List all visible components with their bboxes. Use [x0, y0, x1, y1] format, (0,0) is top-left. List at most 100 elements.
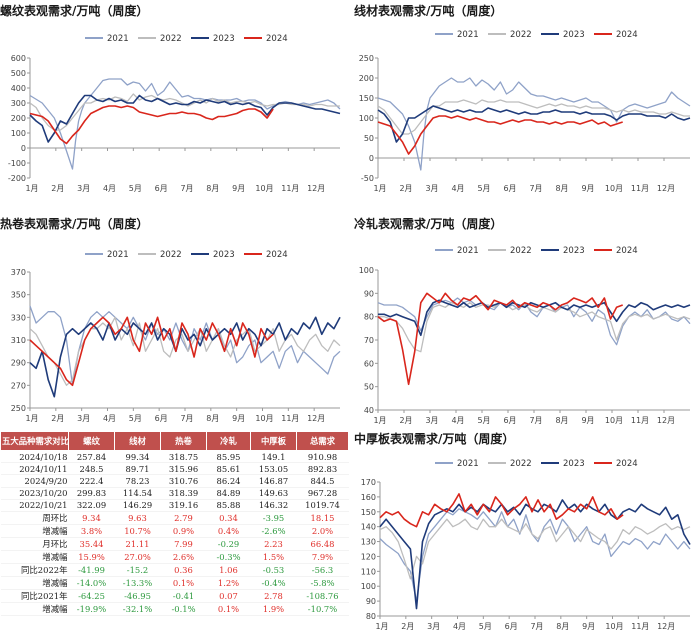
y-tick-label: 290 — [11, 359, 26, 368]
legend-label-2023: 2023 — [563, 459, 585, 469]
y-tick-label: 100 — [361, 582, 376, 591]
row-label: 同比2021年 — [0, 589, 69, 603]
table-cell: 1019.74 — [296, 499, 349, 512]
table-cell: 7.9% — [296, 550, 349, 564]
x-tick-label: 12月 — [307, 184, 325, 193]
series-line-2024 — [377, 292, 623, 386]
table-cell: 0.1% — [160, 576, 207, 590]
table-cell: -14.0% — [68, 576, 115, 590]
x-tick-label: 1月 — [25, 184, 38, 193]
x-tick-label: 7月 — [180, 414, 193, 423]
x-tick-label: 4月 — [451, 416, 464, 425]
table-cell: 149.63 — [250, 487, 297, 500]
table-header-cell: 冷轧 — [206, 431, 251, 451]
x-tick-label: 8月 — [555, 184, 568, 193]
y-tick-label: -100 — [8, 159, 26, 168]
table-cell: 2.0% — [296, 524, 349, 538]
row-label: 周环比 — [0, 511, 69, 525]
table-cell: 18.15 — [296, 511, 349, 525]
x-tick-label: 1月 — [25, 414, 38, 423]
y-tick-label: 500 — [11, 69, 26, 78]
y-tick-label: -200 — [8, 174, 26, 183]
x-tick-label: 6月 — [155, 184, 168, 193]
table-cell: 85.88 — [206, 499, 251, 512]
y-tick-label: -50 — [361, 174, 374, 183]
y-tick-label: 250 — [11, 404, 26, 413]
y-tick-label: 150 — [361, 508, 376, 517]
table-header-row: 五大品种需求对比 螺纹 线材 热卷 冷轧 中厚板 总需求 — [0, 431, 349, 451]
series-line-2024 — [379, 493, 624, 528]
x-tick-label: 2月 — [399, 184, 412, 193]
x-tick-label: 2月 — [399, 416, 412, 425]
table-cell: 9.34 — [68, 511, 115, 525]
cold-roll-chart: 40 50 60 70 80 90 100 1月 2月 3月 4月 5月 6月 7月 8月 9月 10月 11月 1… — [359, 246, 691, 425]
x-tick-label: 3月 — [425, 184, 438, 193]
demand-comparison-table: 五大品种需求对比 螺纹 线材 热卷 冷轧 中厚板 总需求 2024/10/18 257.84 9… — [0, 431, 349, 616]
table-cell: 21.11 — [114, 537, 161, 551]
x-tick-label: 7月 — [529, 184, 542, 193]
x-tick-label: 11月 — [631, 184, 649, 193]
x-tick-label: 4月 — [451, 184, 464, 193]
y-tick-label: 200 — [359, 74, 374, 83]
y-tick-label: 170 — [361, 478, 376, 487]
x-tick-label: 9月 — [232, 184, 245, 193]
legend-label-2021: 2021 — [107, 34, 129, 44]
plate-chart: 80 90 100 110 120 130 140 150 160 170 1月 2月 3月 4月 5月 6月… — [361, 459, 691, 631]
table-cell: 2.6% — [160, 550, 207, 564]
table-cell: 89.71 — [114, 462, 161, 476]
legend-label-2024: 2024 — [266, 250, 288, 260]
y-tick-label: 90 — [364, 289, 374, 298]
x-tick-label: 6月 — [503, 184, 516, 193]
table-cell: -64.25 — [68, 589, 115, 603]
series-line-2021 — [377, 297, 691, 346]
x-tick-label: 8月 — [206, 414, 219, 423]
table-cell: -3.95 — [250, 511, 297, 525]
table-cell: -5.8% — [296, 576, 349, 590]
series-line-2024 — [29, 105, 274, 145]
table-cell: 27.0% — [114, 550, 161, 564]
x-tick-label: 12月 — [307, 414, 325, 423]
table-cell: 85.95 — [206, 450, 251, 464]
table-cell: -0.29 — [206, 537, 251, 551]
table-cell: 257.84 — [68, 450, 115, 464]
table-row: 周环比 9.34 9.63 2.79 0.34 -3.95 18.15 — [0, 511, 349, 525]
table-header-cell: 总需求 — [296, 431, 349, 451]
x-tick-label: 10月 — [255, 184, 273, 193]
x-tick-label: 3月 — [427, 622, 440, 631]
plate-chart-title: 中厚板表观需求/万吨（周度） — [354, 432, 515, 446]
x-tick-label: 5月 — [129, 414, 142, 423]
legend-label-2021: 2021 — [457, 30, 479, 40]
x-tick-label: 10月 — [605, 416, 623, 425]
table-cell: 844.5 — [296, 474, 349, 488]
y-tick-label: 0 — [21, 144, 26, 153]
x-tick-label: 5月 — [477, 184, 490, 193]
row-label: 增减幅 — [0, 524, 69, 538]
x-tick-label: 10月 — [605, 184, 623, 193]
table-cell: 0.07 — [206, 589, 251, 603]
table-cell: 84.89 — [206, 487, 251, 500]
row-label: 2024/10/18 — [0, 450, 69, 464]
table-cell: 2.79 — [160, 511, 207, 525]
x-tick-label: 3月 — [77, 184, 90, 193]
y-tick-label: 100 — [359, 266, 374, 275]
series-line-2022 — [378, 302, 691, 353]
y-tick-label: 330 — [11, 313, 26, 322]
x-tick-label: 11月 — [281, 184, 299, 193]
table-row: 2024/10/11 248.5 89.71 315.96 85.61 153.05 892… — [0, 462, 349, 476]
series-line-2022 — [379, 518, 691, 580]
x-tick-label: 7月 — [529, 416, 542, 425]
row-label: 增减幅 — [0, 576, 69, 590]
table-cell: -0.3% — [206, 550, 251, 564]
table-row: 2024/9/20 222.4 78.23 310.76 86.24 146.87 844.… — [0, 474, 349, 488]
table-cell: 149.1 — [250, 450, 297, 464]
table-cell: -41.99 — [68, 563, 115, 577]
x-tick-label: 11月 — [281, 414, 299, 423]
table-cell: -19.9% — [68, 602, 115, 616]
x-tick-label: 12月 — [657, 184, 675, 193]
table-cell: 66.48 — [296, 537, 349, 551]
x-tick-label: 9月 — [581, 416, 594, 425]
x-tick-label: 11月 — [631, 622, 649, 631]
table-cell: -0.1% — [160, 602, 207, 616]
legend-label-2023: 2023 — [563, 30, 585, 40]
table-cell: 2.23 — [250, 537, 297, 551]
